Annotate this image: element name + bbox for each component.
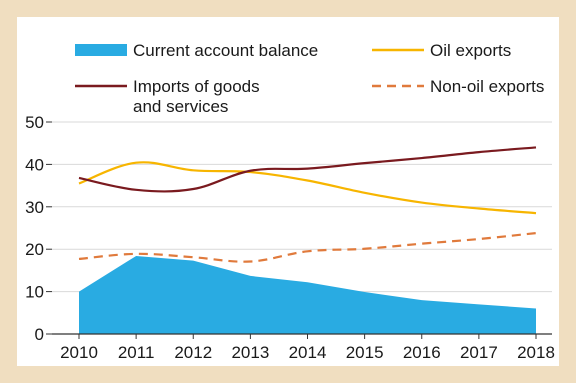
series-area-current-account-balance xyxy=(79,255,536,334)
x-tick-label: 2011 xyxy=(118,343,155,362)
y-tick-label: 30 xyxy=(25,198,44,217)
y-tick-label: 20 xyxy=(25,240,44,259)
legend-label-imports-of-goods-and-services: Imports of goods xyxy=(133,77,260,96)
series-line-non-oil-exports xyxy=(78,231,537,263)
legend-label-current-account-balance: Current account balance xyxy=(133,41,318,60)
x-tick-label: 2013 xyxy=(231,343,269,362)
area-layer xyxy=(79,255,536,334)
y-tick-label: 50 xyxy=(25,113,44,132)
legend: Current account balance Oil exports Import… xyxy=(75,41,544,116)
x-tick-label: 2017 xyxy=(460,343,498,362)
x-tick-label: 2012 xyxy=(174,343,212,362)
tick-labels: 0 10 20 30 40 50 2010 2011 2012 2013 2014 2015 2016 2… xyxy=(25,113,555,362)
legend-label-imports-of-goods-and-services: and services xyxy=(133,97,228,116)
x-tick-label: 2010 xyxy=(60,343,98,362)
line-layer xyxy=(78,146,537,263)
y-tick-label: 0 xyxy=(35,325,44,344)
y-tick-label: 10 xyxy=(25,283,44,302)
series-line-imports-of-goods-and-services xyxy=(78,146,537,193)
x-tick-label: 2018 xyxy=(517,343,555,362)
legend-swatch-current-account-balance xyxy=(75,44,127,56)
x-tick-label: 2015 xyxy=(346,343,384,362)
x-tick-label: 2016 xyxy=(403,343,441,362)
y-tick-label: 40 xyxy=(25,155,44,174)
series-line-oil-exports xyxy=(78,161,537,215)
x-tick-label: 2014 xyxy=(289,343,327,362)
axes xyxy=(52,333,552,339)
legend-label-oil-exports: Oil exports xyxy=(430,41,511,60)
legend-label-non-oil-exports: Non-oil exports xyxy=(430,77,544,96)
